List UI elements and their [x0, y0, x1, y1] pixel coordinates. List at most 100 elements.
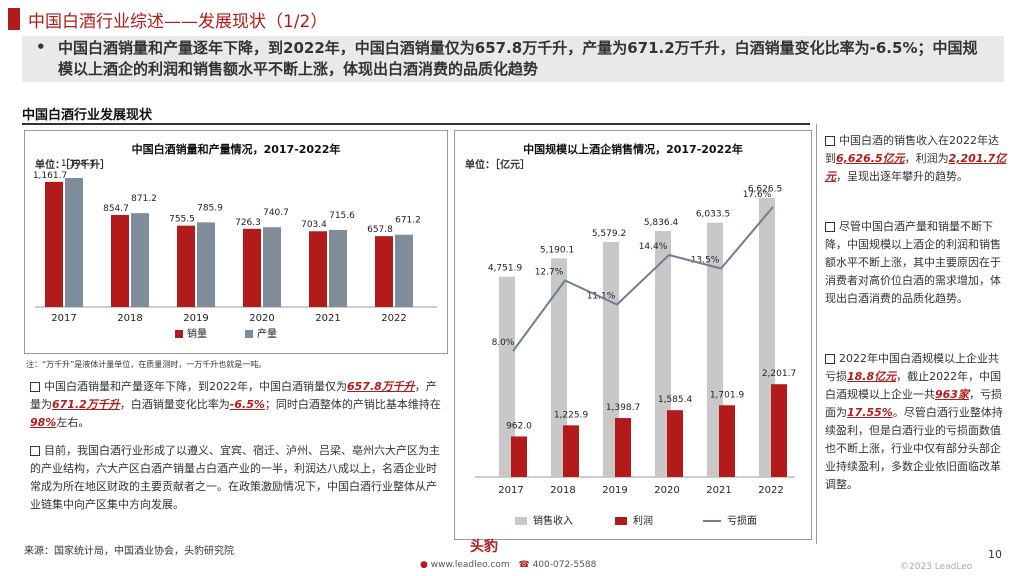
bar-revenue-2018 — [551, 258, 567, 477]
legend-label: 利润 — [633, 514, 653, 527]
right-paragraph-1: 中国白酒的销售收入在2022年达到6,626.5亿元，利润为2,201.7亿元，… — [825, 134, 1007, 183]
data-label: 1,701.9 — [710, 390, 745, 400]
x-tick-label: 2019 — [183, 313, 208, 324]
data-label: 4,751.9 — [488, 264, 523, 274]
bar-销量-2018 — [111, 214, 129, 307]
footer-contact: ● www.leadleo.com ☎ 400-072-5588 — [420, 560, 596, 570]
bar-产量-2019 — [197, 222, 215, 307]
page-title: 中国白酒行业综述——发展现状（1/2） — [28, 12, 328, 32]
right-paragraph-3: 2022年中国白酒规模以上企业共亏损18.8亿元，截止2022年，中国白酒规模以… — [825, 352, 1003, 491]
bar-销量-2022 — [375, 236, 393, 307]
data-label: 17.6% — [743, 190, 772, 200]
x-tick-label: 2020 — [249, 313, 274, 324]
bar-profit-2021 — [719, 405, 735, 477]
data-label: 740.7 — [263, 208, 289, 218]
legend-label: 销量 — [187, 327, 207, 340]
data-label: 755.5 — [169, 215, 195, 225]
bar-产量-2020 — [263, 227, 281, 307]
data-label: 871.2 — [131, 194, 157, 204]
legend-swatch-profit — [615, 517, 627, 525]
summary-bullet: • — [36, 38, 46, 56]
legend-label: 销售收入 — [533, 514, 573, 527]
bar-产量-2017 — [65, 177, 83, 307]
page-number: 10 — [988, 548, 1002, 561]
data-label: 12.7% — [535, 268, 564, 278]
right-paragraph-2: 尽管中国白酒产量和销量不断下降，中国规模以上酒企的利润和销售额水平不断上涨，其中… — [825, 220, 1001, 305]
bar-销量-2020 — [243, 228, 261, 307]
section-title: 中国白酒行业发展现状 — [22, 108, 153, 123]
legend-label: 产量 — [257, 327, 277, 340]
checkbox-icon — [825, 354, 835, 364]
bar-销量-2021 — [309, 231, 327, 307]
checkbox-icon — [825, 222, 835, 232]
data-label: 5,190.1 — [540, 245, 574, 255]
right-chart-unit: 单位：［亿元］ — [465, 160, 530, 171]
data-label: 13.5% — [691, 256, 720, 266]
left-chart-unit: 单位：［万千升］ — [35, 160, 110, 171]
copyright: ©2023 LeadLeo — [900, 562, 973, 572]
data-label: 671.2 — [395, 216, 421, 226]
data-label: 1,585.4 — [658, 395, 693, 405]
bar-销量-2017 — [45, 181, 63, 307]
bar-profit-2018 — [563, 425, 579, 477]
left-chart-title: 中国白酒销量和产量情况，2017-2022年 — [131, 143, 341, 156]
data-label: 5,579.2 — [592, 229, 626, 239]
data-label: 785.9 — [197, 203, 223, 213]
bar-profit-2022 — [771, 384, 787, 477]
bar-profit-2017 — [511, 436, 527, 477]
data-label: 657.8 — [367, 225, 393, 235]
x-tick-label: 2018 — [117, 313, 142, 324]
bar-销量-2019 — [177, 225, 195, 307]
data-label: 1,198.1 — [61, 159, 95, 169]
legend-label: 亏损面 — [727, 514, 757, 527]
x-tick-label: 2019 — [602, 485, 627, 496]
x-tick-label: 2021 — [706, 485, 731, 496]
x-tick-label: 2017 — [498, 485, 523, 496]
x-tick-label: 2021 — [315, 313, 340, 324]
right-chart-title: 中国规模以上酒企销售情况，2017-2022年 — [523, 143, 743, 156]
bar-profit-2020 — [667, 410, 683, 477]
checkbox-icon — [30, 446, 40, 456]
bar-revenue-2017 — [499, 276, 515, 477]
x-tick-label: 2017 — [51, 313, 76, 324]
data-label: 5,836.4 — [644, 218, 679, 228]
phone-number: 400-072-5588 — [532, 560, 597, 570]
website-link[interactable]: www.leadleo.com — [430, 560, 510, 570]
data-label: 6,033.5 — [696, 210, 730, 220]
legend-swatch-sales — [175, 330, 183, 338]
bar-产量-2021 — [329, 229, 347, 307]
data-label: 726.3 — [235, 218, 261, 228]
bar-产量-2018 — [131, 213, 149, 307]
bar-产量-2022 — [395, 234, 413, 307]
legend-swatch-output — [245, 330, 253, 338]
source-text: 来源：国家统计局，中国酒业协会，头豹研究院 — [24, 546, 234, 557]
checkbox-icon — [30, 382, 40, 392]
data-label: 854.7 — [103, 204, 129, 214]
data-label: 1,225.9 — [554, 410, 589, 420]
left-paragraph-1: 中国白酒销量和产量逐年下降，到2022年，中国白酒销量仅为657.8万千升，产量… — [30, 380, 441, 429]
right-chart-panel: 中国规模以上酒企销售情况，2017-2022年 单位：［亿元］ 4,751.9 9… — [454, 130, 812, 540]
data-label: 6,626.5 — [748, 185, 782, 195]
legend-swatch-revenue — [515, 517, 527, 525]
data-label: 703.4 — [301, 220, 327, 230]
data-label: 962.0 — [506, 421, 532, 431]
brand-logo: 头豹 — [470, 539, 498, 555]
right-text-column: 中国白酒的销售收入在2022年达到6,626.5亿元，利润为2,201.7亿元，… — [816, 124, 1013, 544]
summary-text: 中国白酒销量和产量逐年下降，到2022年，中国白酒销量仅为657.8万千升，产量… — [58, 39, 978, 78]
data-label: 2,201.7 — [762, 369, 796, 379]
phone-icon: ☎ — [518, 560, 530, 570]
title-accent-bar — [8, 8, 20, 30]
chart-note: 注：“万千升”是液体计量单位，在质量测时，一万千升也就是一吨。 — [26, 360, 267, 369]
x-tick-label: 2018 — [550, 485, 575, 496]
checkbox-icon — [825, 136, 835, 146]
line-loss-rate — [512, 206, 774, 352]
x-tick-label: 2022 — [381, 313, 406, 324]
data-label: 14.4% — [639, 242, 668, 252]
left-paragraph-2: 目前，我国白酒行业形成了以遵义、宜宾、宿迁、泸州、吕梁、亳州六大产区为主的产业结… — [30, 444, 440, 511]
right-chart-svg: 4,751.9 962.0 8.0% 2017 5,190.1 1,225.9 12.7% 2… — [475, 185, 796, 527]
x-tick-label: 2020 — [654, 485, 679, 496]
bar-profit-2019 — [615, 418, 631, 477]
section-divider — [22, 123, 810, 125]
x-tick-label: 2022 — [758, 485, 783, 496]
